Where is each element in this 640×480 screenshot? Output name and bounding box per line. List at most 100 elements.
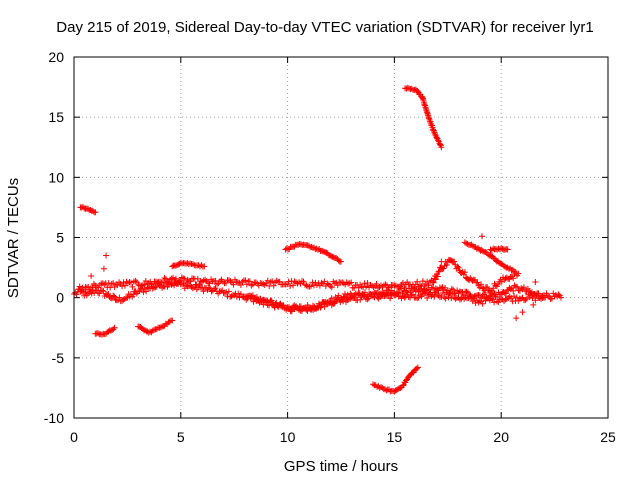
data-point <box>286 304 293 311</box>
data-point <box>250 298 257 305</box>
data-point <box>260 301 267 308</box>
data-point <box>200 288 207 295</box>
data-point <box>530 301 537 308</box>
data-point <box>129 283 136 290</box>
data-point <box>432 289 439 296</box>
series-segment-b <box>92 324 118 338</box>
data-point <box>403 288 410 295</box>
data-point <box>474 279 481 286</box>
data-point <box>513 294 520 301</box>
data-point <box>503 274 510 281</box>
data-point <box>236 294 243 301</box>
data-point <box>220 278 227 285</box>
data-point <box>293 303 300 310</box>
data-point <box>167 317 174 324</box>
data-point <box>427 278 433 285</box>
data-point <box>325 281 332 288</box>
data-point <box>110 280 117 287</box>
data-point <box>101 292 108 299</box>
data-point <box>478 281 485 288</box>
data-point <box>373 281 380 288</box>
data-point <box>285 246 292 253</box>
data-point <box>522 296 529 303</box>
data-point <box>314 246 321 253</box>
data-point <box>160 279 166 286</box>
x-tick-label: 10 <box>280 429 296 445</box>
data-point <box>539 292 546 299</box>
data-point <box>428 284 435 291</box>
data-point <box>436 268 443 275</box>
data-point <box>127 279 134 286</box>
x-tick-label: 15 <box>387 429 403 445</box>
data-point <box>96 290 103 297</box>
data-point <box>81 292 88 299</box>
data-point <box>487 288 494 295</box>
data-point <box>464 240 471 247</box>
data-point <box>199 263 206 270</box>
data-point <box>425 282 432 289</box>
data-point <box>114 282 121 289</box>
data-point <box>241 294 248 301</box>
data-point <box>502 296 509 303</box>
data-point <box>257 295 264 302</box>
data-point <box>161 274 168 281</box>
data-point <box>227 293 234 300</box>
series-segment-i <box>487 245 511 254</box>
data-point <box>518 285 525 292</box>
data-point <box>530 292 537 299</box>
data-point <box>417 282 424 289</box>
data-point <box>489 287 496 294</box>
data-point <box>308 243 315 250</box>
data-point <box>257 279 264 286</box>
data-point <box>463 288 470 295</box>
data-point <box>330 278 337 285</box>
data-point <box>149 327 156 334</box>
data-point <box>452 295 459 302</box>
data-point <box>321 303 328 310</box>
data-point <box>468 295 475 302</box>
x-tick-label: 25 <box>600 429 616 445</box>
data-point <box>506 293 513 300</box>
data-point <box>492 293 499 300</box>
data-point <box>298 307 305 314</box>
data-point <box>197 284 204 291</box>
data-point <box>324 299 331 306</box>
data-point <box>509 266 516 273</box>
data-point <box>451 258 458 265</box>
data-point <box>347 295 354 302</box>
data-point <box>484 251 491 258</box>
data-point <box>214 281 221 288</box>
data-point <box>180 280 187 287</box>
data-point <box>205 284 212 291</box>
data-point <box>452 290 459 297</box>
data-point <box>187 260 194 267</box>
data-point <box>335 257 342 264</box>
data-point <box>324 280 331 287</box>
data-point <box>327 252 334 259</box>
data-point <box>225 288 232 295</box>
data-point <box>181 275 188 282</box>
data-point <box>270 282 277 289</box>
data-point <box>394 290 401 297</box>
data-point <box>115 297 122 304</box>
data-point <box>456 288 463 295</box>
data-point <box>348 279 355 286</box>
data-point <box>378 384 385 391</box>
data-point <box>290 282 297 289</box>
data-point <box>85 283 92 290</box>
data-point <box>237 281 244 288</box>
data-point <box>364 296 371 303</box>
data-point <box>514 272 521 279</box>
data-point <box>516 287 523 294</box>
data-point <box>105 291 112 298</box>
data-point <box>484 284 491 291</box>
data-point <box>502 290 509 297</box>
data-point <box>189 285 196 292</box>
data-point <box>291 306 298 313</box>
data-point <box>454 287 461 294</box>
data-point <box>478 233 485 240</box>
data-point <box>392 282 399 289</box>
data-point <box>142 277 149 284</box>
data-point <box>166 318 173 325</box>
data-point <box>100 288 107 295</box>
